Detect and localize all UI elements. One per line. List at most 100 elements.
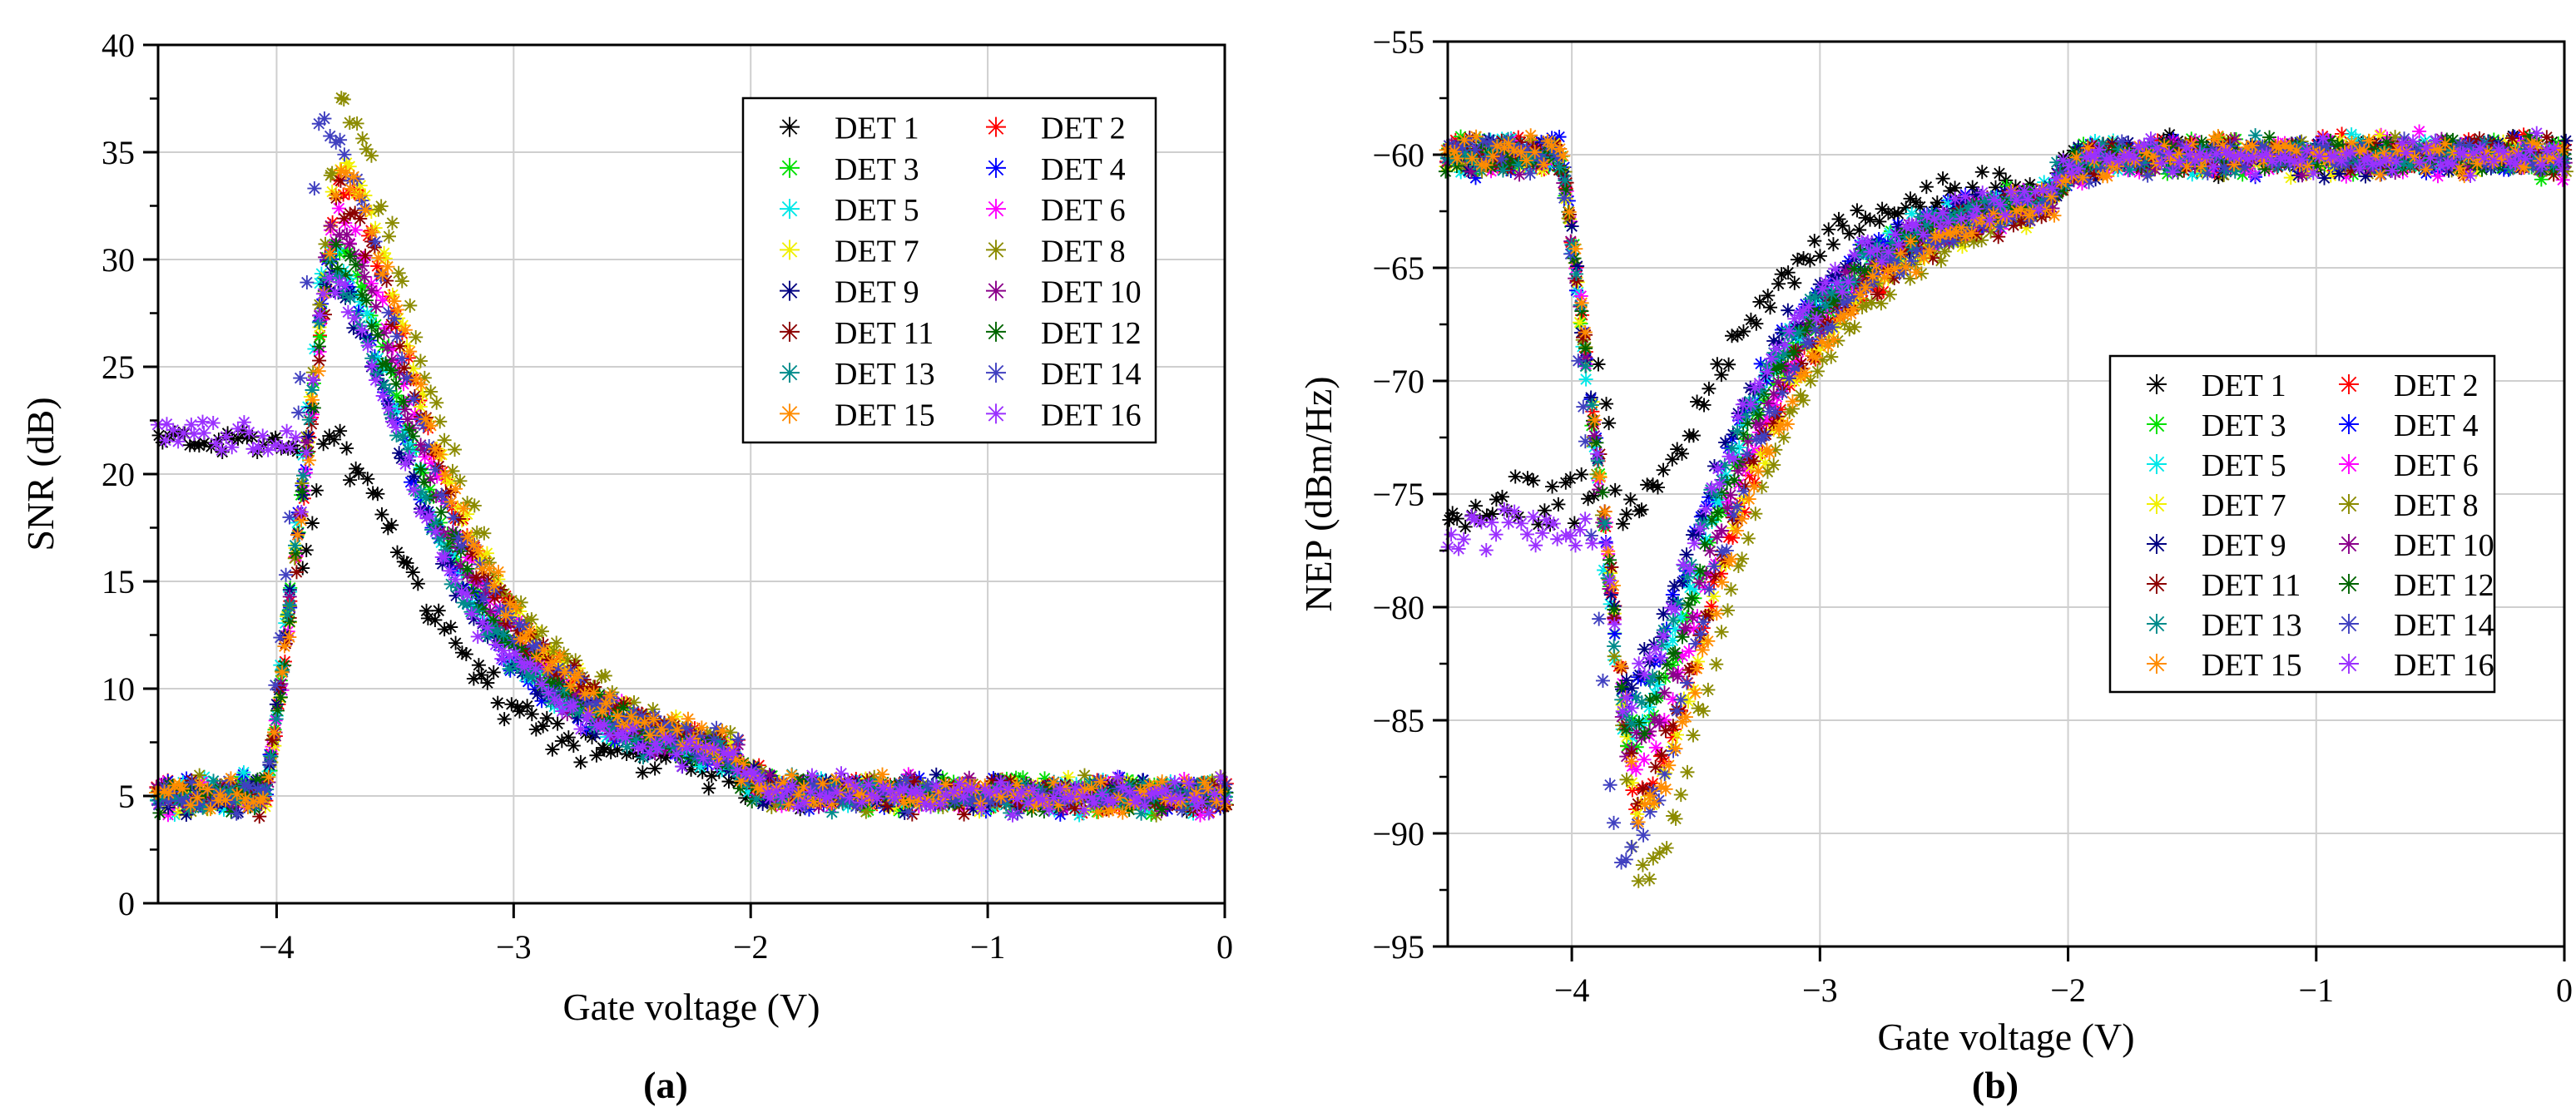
data-point <box>396 394 411 409</box>
data-point <box>325 215 340 230</box>
data-point <box>602 727 617 742</box>
data-point <box>158 432 173 447</box>
data-point <box>348 223 363 238</box>
data-point <box>502 661 517 676</box>
data-point <box>1064 789 1079 804</box>
data-point <box>183 798 198 813</box>
data-point <box>1461 163 1476 178</box>
data-point <box>364 205 379 220</box>
data-point <box>1875 201 1890 216</box>
data-point <box>936 792 951 807</box>
data-point <box>1511 510 1526 525</box>
data-point <box>1520 471 1535 486</box>
data-point <box>342 115 357 130</box>
data-point <box>745 793 760 808</box>
data-point <box>334 163 349 178</box>
data-point <box>755 796 770 811</box>
data-point <box>983 786 998 801</box>
data-point <box>1988 180 2003 195</box>
data-point <box>1821 222 1836 237</box>
data-point <box>219 429 234 444</box>
data-point <box>716 745 731 760</box>
data-point <box>825 805 840 820</box>
data-point <box>1574 467 1589 482</box>
data-point <box>419 412 433 427</box>
data-point <box>413 505 428 520</box>
data-point <box>1563 471 1578 486</box>
legend-label: DET 16 <box>1041 398 1142 432</box>
data-point <box>675 759 690 774</box>
data-point <box>1155 774 1170 789</box>
data-point <box>1825 284 1840 299</box>
data-point <box>377 385 392 400</box>
data-point <box>460 496 475 511</box>
data-point <box>1531 517 1546 532</box>
data-point <box>1442 512 1457 527</box>
data-point <box>460 587 475 602</box>
data-point <box>329 269 344 284</box>
data-point <box>1890 206 1905 221</box>
data-point <box>218 793 233 808</box>
data-point <box>1084 781 1099 796</box>
data-point <box>1137 776 1152 791</box>
data-point <box>329 135 344 150</box>
data-point <box>669 747 684 762</box>
data-point <box>557 665 572 680</box>
data-point <box>204 439 219 454</box>
data-point <box>353 211 368 226</box>
data-point <box>1791 335 1806 350</box>
data-point <box>488 637 503 652</box>
data-point <box>615 725 630 740</box>
data-point <box>801 802 816 817</box>
legend-marker <box>780 240 800 260</box>
data-point <box>330 241 345 256</box>
data-point <box>1077 803 1092 818</box>
data-point <box>637 714 652 729</box>
data-point <box>989 793 1004 808</box>
data-point <box>323 129 338 144</box>
data-point <box>313 308 328 323</box>
data-point <box>571 667 586 682</box>
data-point <box>422 508 437 523</box>
data-point <box>1174 794 1189 809</box>
data-point <box>973 796 988 811</box>
legend-item: DET 3 <box>780 152 919 187</box>
data-point <box>1646 851 1661 866</box>
data-point <box>784 768 799 783</box>
data-point <box>572 685 587 700</box>
data-point <box>399 556 414 571</box>
data-point <box>544 655 559 670</box>
data-point <box>370 487 385 502</box>
data-point <box>513 655 528 670</box>
data-point <box>790 788 805 803</box>
data-point <box>156 791 171 806</box>
data-point <box>2555 172 2570 187</box>
data-point <box>471 543 486 558</box>
data-point <box>1137 798 1152 813</box>
data-point <box>1185 797 1200 812</box>
data-point <box>1105 802 1120 817</box>
data-point <box>711 734 726 749</box>
data-point <box>1110 769 1125 784</box>
data-point <box>974 802 989 817</box>
data-point <box>416 465 431 480</box>
data-point <box>417 370 432 385</box>
data-point <box>398 402 413 417</box>
data-point <box>387 294 402 309</box>
data-point <box>241 425 256 440</box>
data-point <box>282 614 297 629</box>
data-point <box>1046 790 1061 805</box>
data-point <box>1966 235 1981 250</box>
data-point <box>1882 287 1897 302</box>
data-point <box>769 783 784 798</box>
data-point <box>730 763 745 778</box>
legend-label: DET 14 <box>1041 357 1142 392</box>
x-tick-label: 0 <box>1216 928 1233 966</box>
data-point <box>205 796 220 811</box>
data-point <box>429 524 443 539</box>
data-point <box>1665 452 1680 467</box>
data-point <box>648 736 663 751</box>
data-point <box>299 542 314 557</box>
data-point <box>206 773 221 788</box>
